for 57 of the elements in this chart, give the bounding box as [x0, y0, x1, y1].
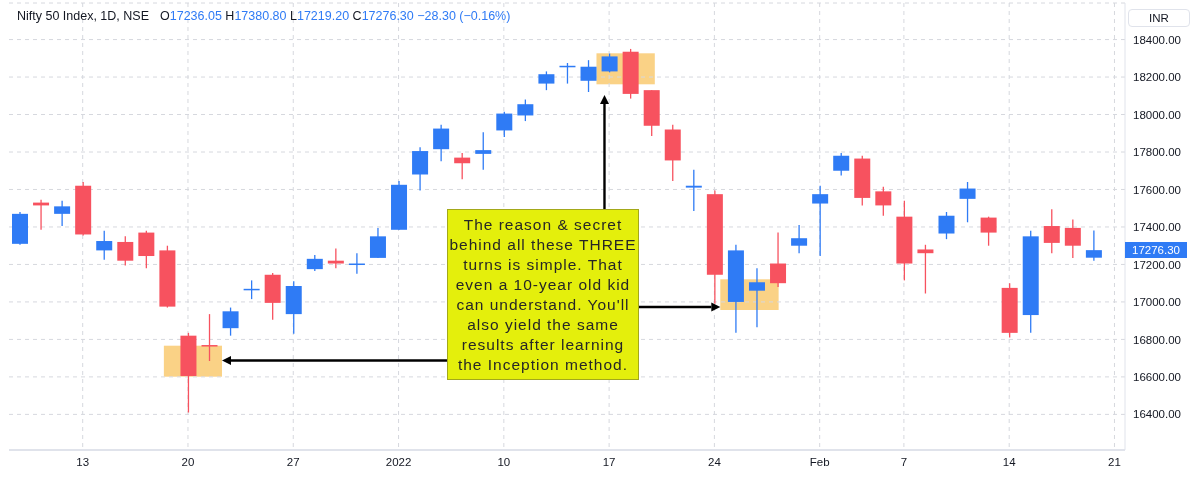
- candlestick: [369, 227, 386, 259]
- candlestick: [327, 247, 344, 269]
- candlestick: [917, 244, 934, 295]
- x-tick-label: 2022: [385, 456, 412, 469]
- y-tick-label: 18400.00: [1133, 33, 1181, 46]
- y-tick-label: 17800.00: [1133, 146, 1181, 159]
- candlestick: [1085, 229, 1102, 262]
- x-tick-label: 24: [708, 456, 722, 469]
- y-tick-label: 17400.00: [1133, 221, 1181, 234]
- y-tick-label: 17000.00: [1133, 296, 1181, 309]
- candlestick: [201, 313, 218, 362]
- candlestick: [1043, 208, 1060, 254]
- candlestick: [980, 216, 997, 247]
- candlestick: [770, 231, 787, 288]
- candlestick: [475, 131, 492, 171]
- text: 17276.30: [1125, 242, 1187, 259]
- text: Nifty 50 Index, 1D, NSE: [17, 9, 150, 23]
- candlestick: [433, 124, 450, 163]
- candlestick: [496, 111, 513, 138]
- candlestick: [791, 224, 808, 254]
- candlestick: [538, 70, 555, 91]
- candlestick: [959, 181, 976, 223]
- candlestick: [601, 52, 618, 73]
- x-tick-label: 14: [1002, 456, 1017, 469]
- candlestick: [812, 185, 829, 257]
- candlestick: [685, 169, 702, 212]
- y-tick-label: 17600.00: [1133, 183, 1181, 196]
- candlestick: [833, 152, 850, 177]
- x-tick-label: 27: [286, 456, 300, 469]
- candlestick: [580, 59, 597, 93]
- x-tick-label: 10: [497, 456, 511, 469]
- candlestick: [138, 230, 155, 269]
- candlestick: [938, 211, 955, 240]
- candlestick: [517, 98, 534, 122]
- candlestick: [117, 235, 134, 267]
- candlestick: [412, 146, 429, 192]
- y-tick-label: 16600.00: [1133, 370, 1181, 383]
- candlestick: [54, 200, 71, 227]
- y-axis-title: INR: [1128, 9, 1190, 27]
- y-tick-label: 18200.00: [1133, 71, 1181, 84]
- candlestick: [1064, 218, 1081, 259]
- text: O17236.05 H17380.80 L17219.20 C17276.30 −28.30 (−0.16%): [160, 9, 511, 23]
- x-tick-label: 17: [602, 456, 616, 469]
- x-tick-label: 13: [76, 456, 90, 469]
- x-tick-label: 20: [181, 456, 195, 469]
- candlestick: [748, 267, 765, 328]
- annotation: The reason & secret behind all these THREE turns is simple. That even a 10-year old kid can understand. You'll also yield the same results after learning the Inception method.: [448, 214, 638, 375]
- x-tick-label: 21: [1108, 456, 1121, 469]
- candlestick: [222, 306, 239, 337]
- x-tick-label: 7: [900, 456, 908, 469]
- candlestick: [875, 186, 892, 217]
- candlestick: [96, 230, 113, 261]
- y-tick-label: 16400.00: [1133, 408, 1181, 421]
- y-tick-label: 18000.00: [1133, 108, 1181, 121]
- y-tick-label: 16800.00: [1133, 333, 1181, 346]
- x-tick-label: Feb: [809, 456, 830, 469]
- y-tick-label: 17200.00: [1133, 258, 1181, 271]
